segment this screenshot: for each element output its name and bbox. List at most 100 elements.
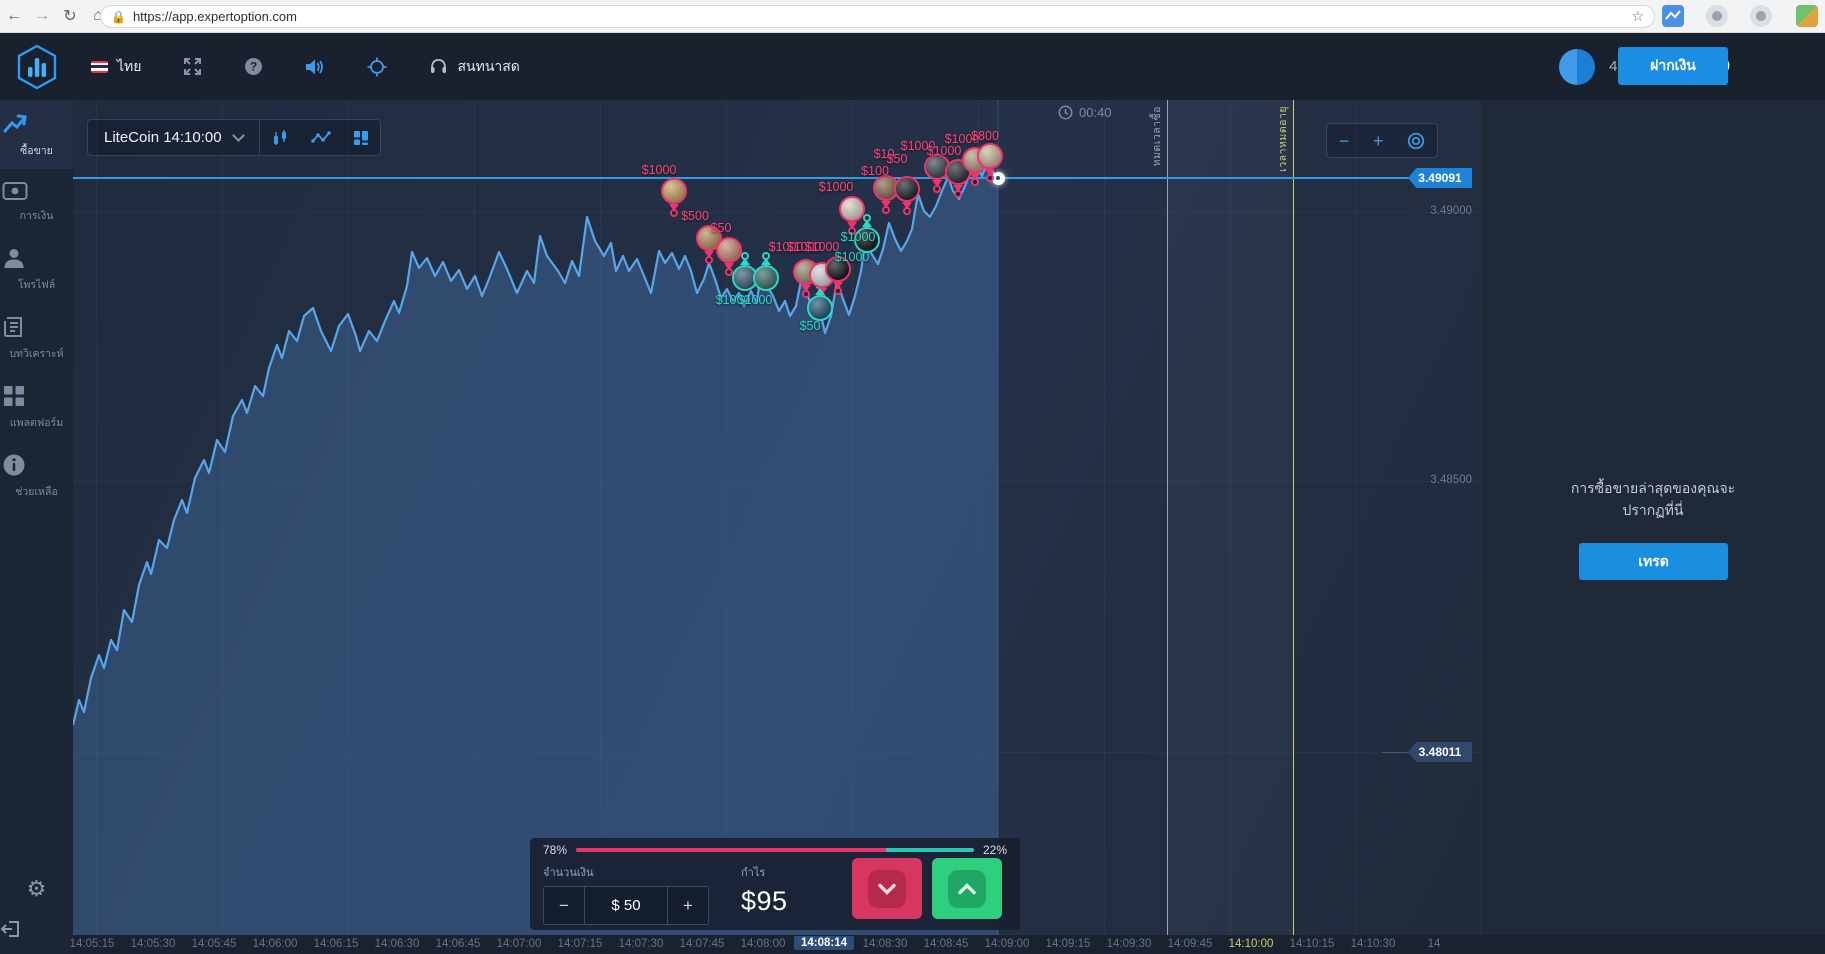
line-chart-icon[interactable] <box>300 120 342 155</box>
trade-amount-label: $1000 <box>944 132 980 146</box>
money-icon <box>2 181 71 201</box>
chart-background <box>73 100 1480 935</box>
current-price-badge: 3.49091 <box>1408 168 1472 188</box>
sidebar-item-4[interactable]: แพลตฟอร์ม <box>0 372 73 441</box>
sidebar-item-label: โพรไฟล์ <box>17 279 56 291</box>
address-bar[interactable]: 🔒 https://app.expertoption.com ☆ <box>100 5 1655 28</box>
chevron-up-icon <box>948 869 986 908</box>
app-navbar: ไทย ? สนทนาสด 458-102-223 $0 <box>0 33 1825 100</box>
trade-marker-avatar <box>807 295 833 321</box>
settings-gear-icon[interactable]: ⚙ <box>26 876 47 901</box>
time-axis-label: 14:09:15 <box>1045 938 1091 950</box>
trade-marker-avatar <box>753 265 779 291</box>
time-axis-label: 14:07:30 <box>618 938 664 950</box>
live-chat-button[interactable]: สนทนาสด <box>429 56 520 78</box>
app-sidebar: ซื้อขายการเงินโพรไฟล์บทวิเคราะห์ แพลตฟอร์… <box>0 100 73 954</box>
chart-extension-icon[interactable] <box>1662 5 1684 27</box>
trade-amount-label: $1000 <box>641 163 677 177</box>
time-axis-label: 14:07:00 <box>496 938 542 950</box>
zoom-out-button[interactable]: − <box>1338 130 1350 151</box>
trade-amount-label: $1000 <box>840 230 876 244</box>
profile-extension-icon[interactable] <box>1796 5 1818 27</box>
crosshair-icon[interactable] <box>367 57 387 77</box>
time-axis-label: 14:10:00 <box>1228 938 1274 950</box>
sidebar-item-2[interactable]: โพรไฟล์ <box>0 234 73 303</box>
trade-amount-label: $1000 <box>768 240 804 254</box>
back-icon[interactable]: ← <box>6 7 22 24</box>
trade-amount-label: $800 <box>971 129 999 143</box>
open-price-badge: 3.48011 <box>1408 742 1472 762</box>
amount-stepper: − $ 50 + <box>543 886 709 925</box>
svg-text:?: ? <box>250 60 257 74</box>
news-icon <box>2 315 71 339</box>
time-axis-label: 14:09:45 <box>1167 938 1213 950</box>
layout-grid-icon[interactable] <box>342 120 380 155</box>
forward-icon[interactable]: → <box>34 7 50 24</box>
trade-amount-label: $1000 <box>818 180 854 194</box>
asset-selector[interactable]: LiteCoin 14:10:00 <box>88 120 259 155</box>
zoom-controls: − + <box>1326 123 1438 158</box>
home-icon[interactable]: ⌂ <box>93 7 103 24</box>
sidebar-item-1[interactable]: การเงิน <box>0 169 73 234</box>
recenter-icon[interactable] <box>1407 132 1425 150</box>
fullscreen-icon[interactable] <box>183 57 202 76</box>
buy-up-button[interactable] <box>932 858 1002 919</box>
trade-marker-avatar <box>716 237 742 263</box>
asset-name: LiteCoin 14:10:00 <box>104 129 222 146</box>
time-axis-label: 14:06:30 <box>374 938 420 950</box>
time-axis-label: 14:09:30 <box>1106 938 1152 950</box>
zoom-in-button[interactable]: + <box>1373 130 1384 151</box>
candlestick-chart-icon[interactable] <box>260 120 300 155</box>
trade-amount-label: $1000 <box>786 240 822 254</box>
trade-panel: 78% 22% จำนวนเงิน − $ 50 + กำไร $95 <box>530 838 1020 930</box>
current-time-line <box>997 100 999 935</box>
trade-button[interactable]: เทรด <box>1579 543 1728 580</box>
sidebar-item-3[interactable]: บทวิเคราะห์ <box>0 303 73 372</box>
time-axis-label: 14 <box>1427 938 1441 950</box>
time-axis-label: 14:05:15 <box>69 938 115 950</box>
profit-group: กำไร $95 <box>741 863 788 925</box>
sentiment-bar <box>576 848 974 852</box>
no-trades-message: การซื้อขายล่าสุดของคุณจะ ปรากฏที่นี่ <box>1570 480 1736 518</box>
time-axis-label: 14:06:45 <box>435 938 481 950</box>
expertoption-logo[interactable] <box>0 44 73 90</box>
price-axis-label: 3.48500 <box>1430 474 1472 486</box>
browser-toolbar: ← → ↻ ⌂ 🔒 https://app.expertoption.com ☆ <box>0 0 1825 33</box>
sidebar-item-0[interactable]: ซื้อขาย <box>0 100 73 169</box>
trade-marker-avatar <box>839 196 865 222</box>
amount-increase-button[interactable]: + <box>683 896 693 915</box>
extension-icon[interactable] <box>1750 5 1772 27</box>
time-axis: 14:05:15 14:05:30 14:05:45 14:06:00 14:06:15… <box>69 935 1825 954</box>
trade-amount-label: $50 <box>799 319 821 333</box>
trade-amount-label: $1000 <box>737 293 773 307</box>
buy-percent: 22% <box>982 843 1007 857</box>
extension-icon[interactable] <box>1706 5 1728 27</box>
purchase-deadline-line <box>1167 100 1168 935</box>
language-selector[interactable]: ไทย <box>117 57 142 74</box>
person-icon <box>2 246 71 270</box>
logout-icon[interactable] <box>0 918 73 940</box>
trade-amount-label: $1000 <box>834 250 870 264</box>
sound-icon[interactable] <box>305 58 325 76</box>
reload-icon[interactable]: ↻ <box>63 8 77 25</box>
account-avatar[interactable] <box>1559 48 1596 85</box>
help-icon[interactable]: ? <box>244 57 263 76</box>
time-axis-label: 14:08:45 <box>923 938 969 950</box>
trade-marker-avatar <box>732 265 758 291</box>
profit-label: กำไร <box>741 867 766 879</box>
sell-down-button[interactable] <box>852 858 922 919</box>
grid-icon <box>2 384 71 408</box>
chevron-down-icon <box>231 129 245 142</box>
deposit-button[interactable]: ฝากเงิน <box>1618 47 1728 85</box>
amount-value[interactable]: $ 50 <box>584 887 668 924</box>
amount-decrease-button[interactable]: − <box>559 896 569 915</box>
sidebar-item-label: การเงิน <box>19 210 54 222</box>
sidebar-item-5[interactable]: ช่วยเหลือ <box>0 441 73 510</box>
time-axis-label: 14:08:00 <box>740 938 786 950</box>
trade-marker-avatar <box>825 256 851 282</box>
time-axis-label: 14:10:15 <box>1289 938 1335 950</box>
url-text[interactable]: https://app.expertoption.com <box>132 9 297 24</box>
time-axis-label: 14:05:30 <box>130 938 176 950</box>
bookmark-star-icon[interactable]: ☆ <box>1631 8 1644 24</box>
sentiment-sell-fill <box>576 848 887 852</box>
